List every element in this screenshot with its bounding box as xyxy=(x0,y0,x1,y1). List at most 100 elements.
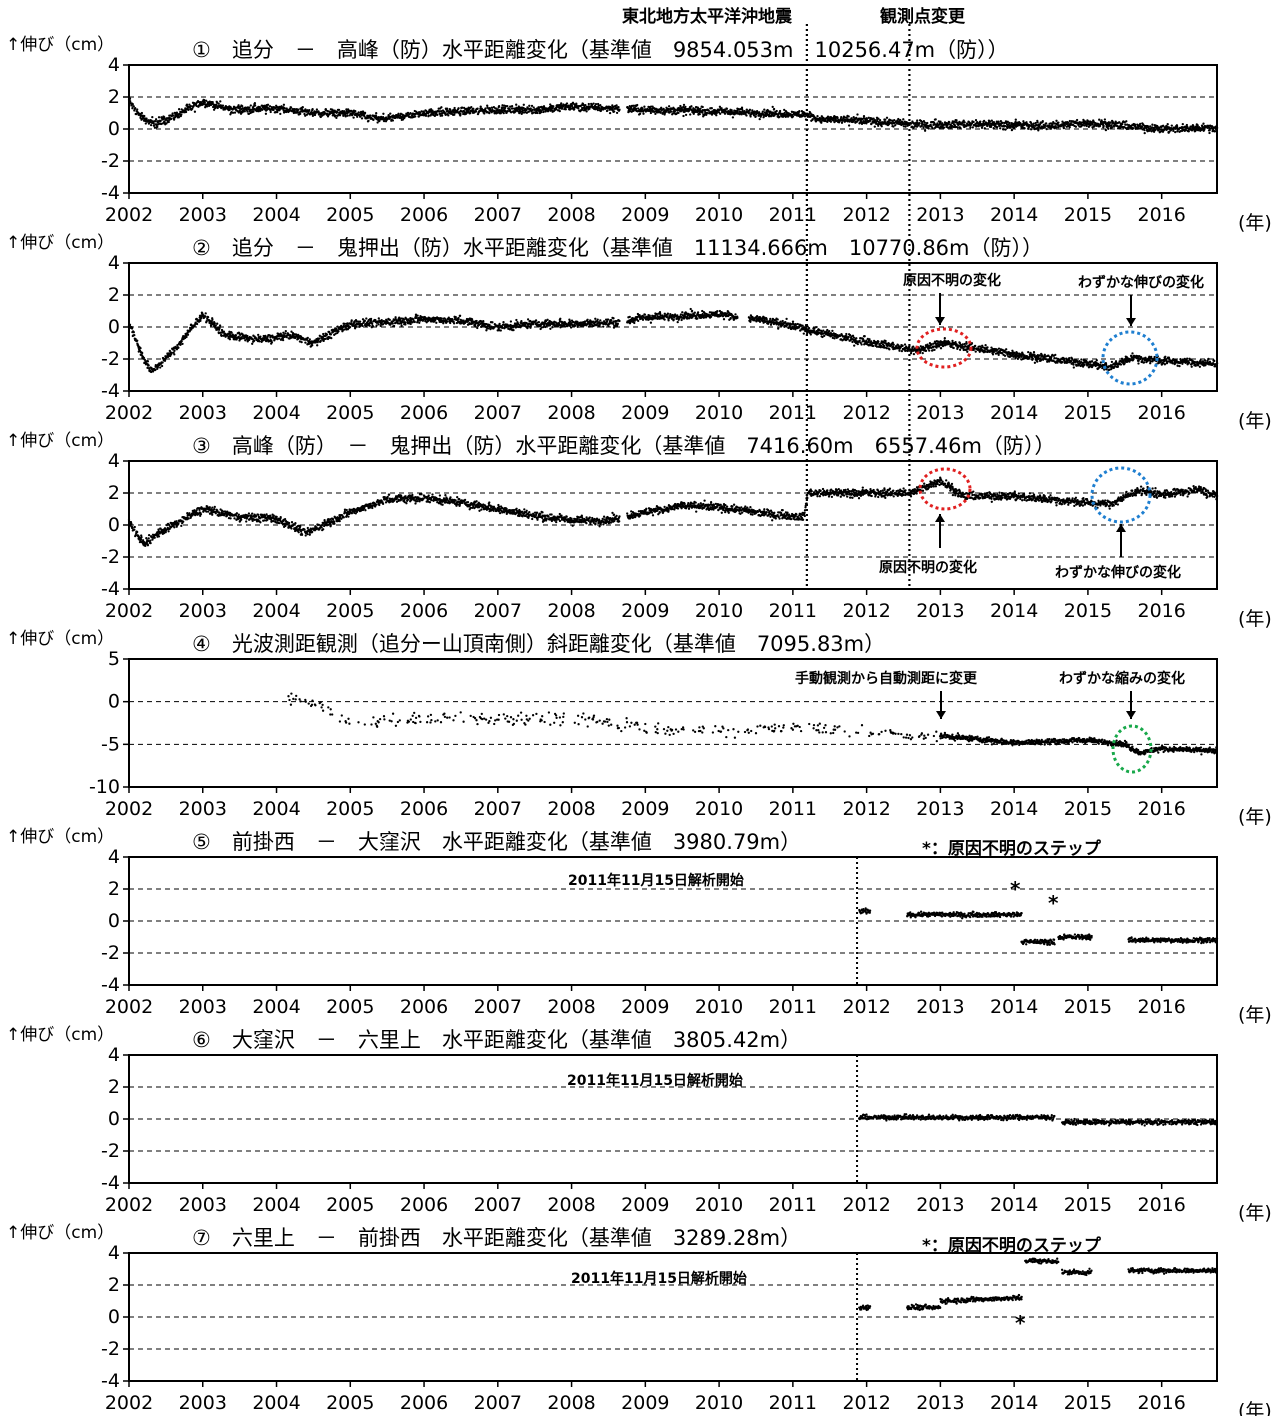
data-point xyxy=(133,333,136,337)
x-tick-label: 2012 xyxy=(842,204,890,226)
data-point xyxy=(284,332,287,335)
data-point xyxy=(570,104,574,108)
data-point xyxy=(355,325,358,328)
x-tick-label: 2004 xyxy=(252,204,300,226)
data-point xyxy=(529,107,532,110)
data-point xyxy=(205,99,208,102)
data-point xyxy=(684,113,688,117)
data-point xyxy=(596,102,600,106)
data-point xyxy=(731,116,735,119)
data-point xyxy=(885,116,889,119)
data-point xyxy=(637,319,640,323)
data-point xyxy=(157,116,161,119)
data-point xyxy=(749,115,752,118)
data-point xyxy=(442,322,445,325)
data-point xyxy=(730,109,733,112)
data-point xyxy=(248,106,251,109)
data-point xyxy=(146,360,150,363)
data-point xyxy=(916,119,919,122)
data-point xyxy=(521,109,525,112)
data-point xyxy=(723,112,727,115)
data-point xyxy=(696,311,700,314)
data-point xyxy=(185,103,189,106)
data-point xyxy=(498,322,501,326)
data-point xyxy=(454,315,457,319)
data-point xyxy=(511,107,514,110)
data-point xyxy=(705,111,709,115)
data-point xyxy=(596,108,600,112)
data-point xyxy=(923,129,927,132)
data-point xyxy=(1074,125,1078,128)
data-point xyxy=(479,105,482,108)
data-point xyxy=(974,119,978,122)
data-point xyxy=(350,319,353,322)
data-point xyxy=(335,116,338,120)
data-point xyxy=(305,113,309,116)
data-point xyxy=(266,103,270,106)
data-point xyxy=(1032,122,1035,125)
data-point xyxy=(1023,127,1026,130)
data-point xyxy=(902,118,905,121)
data-point xyxy=(264,112,268,115)
data-point xyxy=(778,109,782,113)
data-point xyxy=(252,339,256,343)
data-point xyxy=(452,111,456,114)
data-point xyxy=(177,346,180,349)
data-point xyxy=(680,107,683,110)
data-point xyxy=(140,111,144,115)
data-point xyxy=(755,315,759,318)
data-point xyxy=(311,107,314,111)
data-point xyxy=(560,102,563,105)
data-point xyxy=(1213,130,1217,133)
data-point xyxy=(540,110,543,114)
data-point xyxy=(268,105,272,108)
data-point xyxy=(651,105,654,108)
data-point xyxy=(417,115,420,118)
data-point xyxy=(745,108,748,111)
data-point xyxy=(765,114,768,117)
data-point xyxy=(599,319,602,322)
data-point xyxy=(955,119,958,122)
data-point xyxy=(297,108,300,111)
data-point xyxy=(884,118,887,121)
data-point xyxy=(357,111,360,114)
data-point xyxy=(565,102,569,105)
data-point xyxy=(506,104,509,108)
data-point xyxy=(151,115,154,119)
data-point xyxy=(342,114,345,117)
data-point xyxy=(474,110,478,113)
data-point xyxy=(736,109,739,113)
data-point xyxy=(230,331,233,334)
x-tick-label: 2009 xyxy=(621,204,669,226)
data-point xyxy=(382,112,385,115)
data-point xyxy=(567,104,570,107)
data-point xyxy=(160,364,164,368)
data-point xyxy=(377,323,380,326)
data-point xyxy=(765,318,768,321)
data-point xyxy=(971,126,974,129)
data-point xyxy=(269,110,272,114)
x-axis-unit: (年) xyxy=(1238,410,1272,432)
data-point xyxy=(856,113,859,116)
data-point xyxy=(370,322,374,325)
data-point xyxy=(337,108,341,112)
data-point xyxy=(607,325,610,328)
data-point xyxy=(185,335,188,339)
data-point xyxy=(992,127,995,130)
data-point xyxy=(807,326,811,330)
data-point xyxy=(999,127,1002,130)
data-point xyxy=(468,111,472,115)
data-point xyxy=(1057,121,1060,124)
data-point xyxy=(376,121,379,124)
data-point xyxy=(847,115,850,118)
x-tick-label: 2013 xyxy=(916,204,964,226)
data-point xyxy=(931,127,934,130)
data-point xyxy=(1104,128,1108,132)
data-point xyxy=(862,120,865,123)
data-point xyxy=(667,105,671,108)
data-point xyxy=(253,102,257,105)
data-point xyxy=(615,111,619,115)
data-point xyxy=(527,110,531,113)
data-point xyxy=(409,322,412,326)
